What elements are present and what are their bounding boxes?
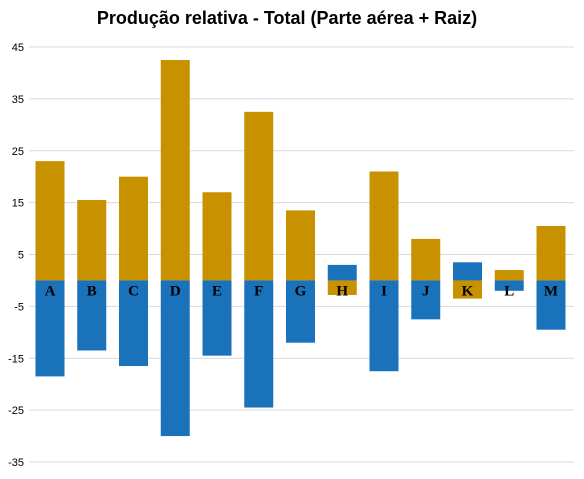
y-tick-label: -25 [8, 405, 24, 417]
bar-G-series-2 [286, 280, 315, 343]
y-tick-label: 15 [12, 198, 24, 210]
bar-H-series-2 [327, 264, 357, 281]
category-label: C [128, 283, 139, 299]
y-tick-label: 25 [12, 146, 24, 158]
category-labels: A B C D E F G H I J K L M [45, 283, 559, 299]
category-label: B [87, 283, 97, 299]
y-axis-ticks: 45 35 25 15 5 -5 -15 -25 -35 [8, 42, 24, 469]
category-label: H [336, 283, 348, 299]
bar-D-series-2 [160, 280, 190, 437]
bar-L-series-2 [494, 280, 524, 291]
y-tick-label: 45 [12, 42, 24, 54]
bar-M-series-1 [536, 225, 566, 281]
bar-I-series-1 [369, 171, 399, 281]
chart-title: Produção relativa - Total (Parte aérea +… [97, 8, 477, 28]
bar-H-series-1 [327, 280, 357, 295]
y-tick-label: -15 [8, 353, 24, 365]
bar-K-series-2 [453, 262, 482, 281]
category-label: I [381, 283, 387, 299]
category-label: K [462, 283, 474, 299]
bar-B-series-1 [77, 200, 107, 281]
bars [35, 59, 566, 437]
bar-B-series-2 [77, 280, 107, 351]
category-label: E [212, 283, 222, 299]
bar-C-series-2 [119, 280, 148, 367]
category-label: F [254, 283, 263, 299]
y-tick-label: -5 [14, 301, 24, 313]
category-label: G [295, 283, 307, 299]
category-label: D [170, 283, 181, 299]
category-label: J [422, 283, 430, 299]
y-tick-label: 5 [18, 250, 24, 262]
y-tick-label: -35 [8, 457, 24, 469]
bar-J-series-1 [411, 238, 441, 281]
category-label: L [504, 283, 514, 299]
y-tick-label: 35 [12, 94, 24, 106]
category-label: A [45, 283, 56, 299]
bar-F-series-1 [244, 111, 274, 281]
bar-F-series-2 [244, 280, 274, 408]
bar-A-series-2 [35, 280, 65, 377]
bar-E-series-2 [202, 280, 232, 356]
bar-I-series-2 [369, 280, 399, 372]
bar-J-series-2 [411, 280, 441, 320]
bar-A-series-1 [35, 161, 65, 281]
bar-K-series-1 [453, 280, 482, 299]
bar-C-series-1 [119, 176, 148, 281]
bar-L-series-1 [494, 270, 524, 281]
bar-E-series-1 [202, 192, 232, 281]
bar-D-series-1 [160, 59, 190, 281]
bar-G-series-1 [286, 210, 315, 281]
category-label: M [544, 283, 558, 299]
bar-M-series-2 [536, 280, 566, 330]
